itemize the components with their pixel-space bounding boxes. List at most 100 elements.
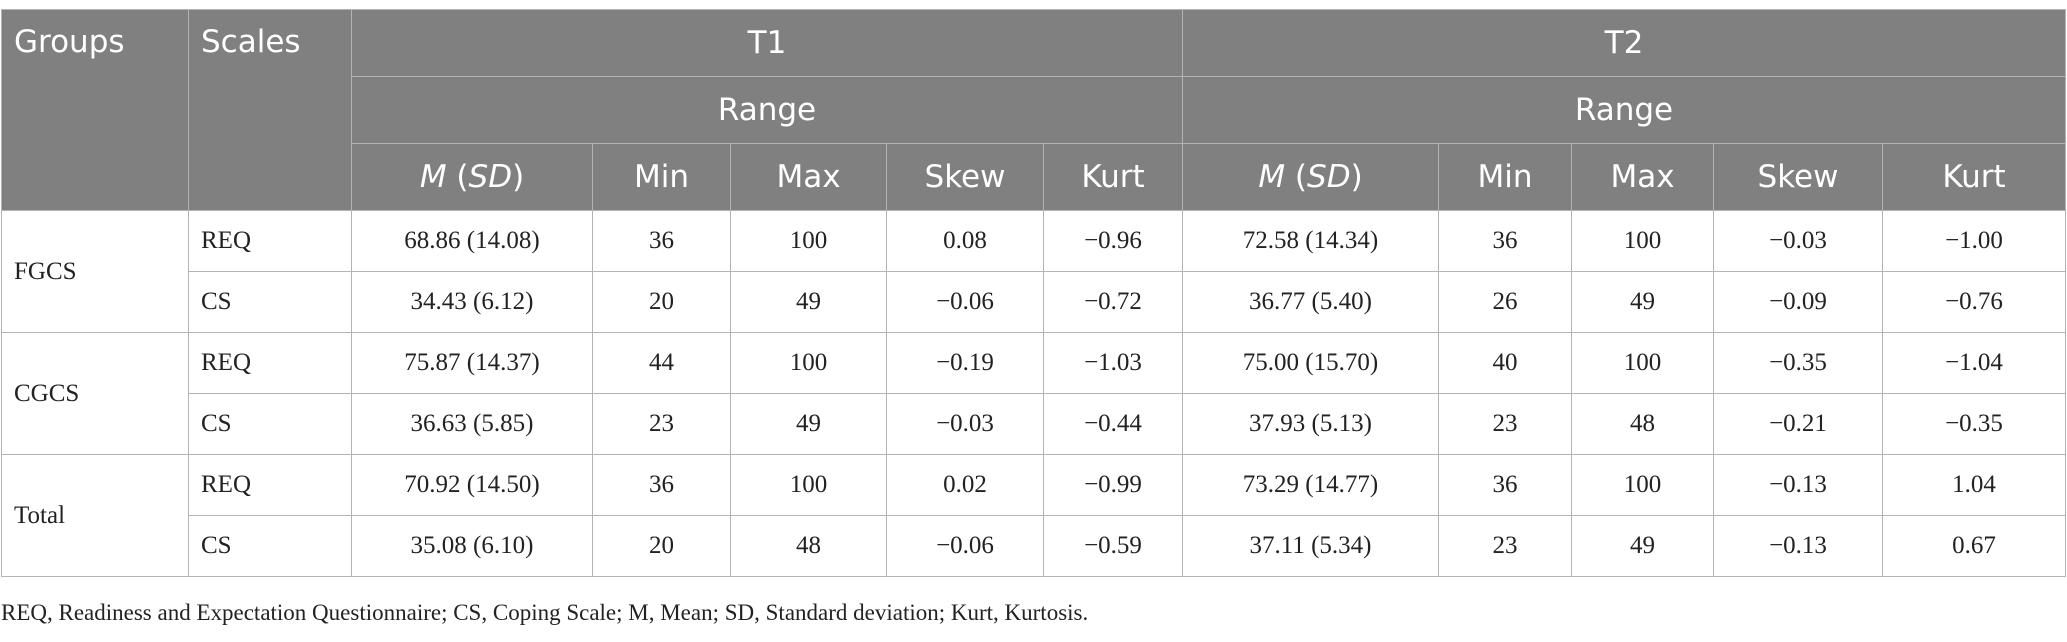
header-row: Groups Scales T1 T2 xyxy=(1,9,2066,211)
value-cell: 100 xyxy=(730,210,887,272)
value-cell: 35.08 (6.10) xyxy=(351,515,593,577)
value-cell: 36 xyxy=(592,210,731,272)
column-header: Kurt xyxy=(1882,143,2066,211)
value-cell: 1.04 xyxy=(1882,454,2066,516)
value-cell: 49 xyxy=(1571,271,1714,333)
body-row: CS 35.08 (6.10) 20 48 −0.06 −0.59 37.11 (5.34)… xyxy=(2,515,2066,577)
value-cell: −0.35 xyxy=(1713,332,1883,394)
value-cell: 100 xyxy=(730,454,887,516)
column-header: M (SD) xyxy=(351,143,593,211)
value-cell: 0.08 xyxy=(886,210,1044,272)
value-cell: 34.43 (6.12) xyxy=(351,271,593,333)
value-cell: 20 xyxy=(592,515,731,577)
period-header: T2 xyxy=(1182,9,2066,77)
scale-cell: CS xyxy=(188,271,352,333)
value-cell: −0.03 xyxy=(1713,210,1883,272)
column-header: Min xyxy=(1438,143,1572,211)
value-cell: 100 xyxy=(1571,210,1714,272)
value-cell: 100 xyxy=(1571,454,1714,516)
value-cell: −0.13 xyxy=(1713,515,1883,577)
column-header-part: M xyxy=(1258,159,1286,195)
value-cell: −0.44 xyxy=(1043,393,1183,455)
value-cell: 37.93 (5.13) xyxy=(1182,393,1439,455)
value-cell: 44 xyxy=(592,332,731,394)
value-cell: −0.06 xyxy=(886,271,1044,333)
column-header: Max xyxy=(1571,143,1714,211)
body-row: CS 34.43 (6.12) 20 49 −0.06 −0.72 36.77 (5.40)… xyxy=(2,271,2066,333)
scale-cell: CS xyxy=(188,393,352,455)
value-cell: 26 xyxy=(1438,271,1572,333)
value-cell: 49 xyxy=(1571,515,1714,577)
column-header-part: ( xyxy=(1285,159,1308,195)
value-cell: −0.59 xyxy=(1043,515,1183,577)
column-header-part: SD xyxy=(1307,159,1351,195)
value-cell: −0.96 xyxy=(1043,210,1183,272)
value-cell: −0.09 xyxy=(1713,271,1883,333)
range-header: Range xyxy=(351,76,1183,144)
table-wrap: Groups Scales T1 T2 Range Range M (SD) Min Max Sk… xyxy=(1,9,2066,577)
value-cell: 0.67 xyxy=(1882,515,2066,577)
value-cell: −0.21 xyxy=(1713,393,1883,455)
value-cell: 48 xyxy=(1571,393,1714,455)
body-row: CS 36.63 (5.85) 23 49 −0.03 −0.44 37.93 (5.13)… xyxy=(2,393,2066,455)
value-cell: −1.00 xyxy=(1882,210,2066,272)
table-head: Groups Scales T1 T2 Range Range M (SD) Min Max Sk… xyxy=(1,9,2066,211)
value-cell: −0.76 xyxy=(1882,271,2066,333)
value-cell: 48 xyxy=(730,515,887,577)
value-cell: 75.00 (15.70) xyxy=(1182,332,1439,394)
column-header: Skew xyxy=(886,143,1044,211)
group-cell: FGCS xyxy=(1,210,189,333)
value-cell: 100 xyxy=(730,332,887,394)
value-cell: 100 xyxy=(1571,332,1714,394)
scale-cell: REQ xyxy=(188,454,352,516)
value-cell: 40 xyxy=(1438,332,1572,394)
column-header-part: SD xyxy=(468,159,513,195)
body-row: CGCS REQ 75.87 (14.37) 44 100 −0.19 −1.03 75.00… xyxy=(1,332,2066,455)
period-header: T1 xyxy=(351,9,1183,77)
header-row: M (SD) Min Max Skew Kurt M (SD) Min Max Skew Kurt xyxy=(2,143,2066,211)
group-cell: Total xyxy=(1,454,189,577)
header-row: Range Range xyxy=(2,76,2066,144)
value-cell: 36 xyxy=(1438,454,1572,516)
value-cell: 49 xyxy=(730,393,887,455)
body-row: Total REQ 70.92 (14.50) 36 100 0.02 −0.99 73.29… xyxy=(1,454,2066,577)
value-cell: −1.04 xyxy=(1882,332,2066,394)
column-header: Kurt xyxy=(1043,143,1183,211)
value-cell: 37.11 (5.34) xyxy=(1182,515,1439,577)
column-header-part: M xyxy=(419,159,447,195)
value-cell: −1.03 xyxy=(1043,332,1183,394)
column-header-part: ) xyxy=(512,159,525,195)
group-cell: CGCS xyxy=(1,332,189,455)
scale-cell: CS xyxy=(188,515,352,577)
scale-cell: REQ xyxy=(188,332,352,394)
value-cell: 23 xyxy=(1438,515,1572,577)
column-header: Skew xyxy=(1713,143,1883,211)
value-cell: 49 xyxy=(730,271,887,333)
column-header-part: ) xyxy=(1350,159,1363,195)
column-header-part: ( xyxy=(446,159,469,195)
value-cell: 23 xyxy=(1438,393,1572,455)
value-cell: 73.29 (14.77) xyxy=(1182,454,1439,516)
value-cell: 36.77 (5.40) xyxy=(1182,271,1439,333)
value-cell: 70.92 (14.50) xyxy=(351,454,593,516)
value-cell: −0.35 xyxy=(1882,393,2066,455)
header-cell: Scales xyxy=(188,9,352,211)
value-cell: −0.03 xyxy=(886,393,1044,455)
value-cell: 0.02 xyxy=(886,454,1044,516)
value-cell: 20 xyxy=(592,271,731,333)
value-cell: 75.87 (14.37) xyxy=(351,332,593,394)
value-cell: 68.86 (14.08) xyxy=(351,210,593,272)
value-cell: 36 xyxy=(1438,210,1572,272)
column-header: Min xyxy=(592,143,731,211)
scale-cell: REQ xyxy=(188,210,352,272)
value-cell: −0.72 xyxy=(1043,271,1183,333)
value-cell: −0.06 xyxy=(886,515,1044,577)
footnote: REQ, Readiness and Expectation Questionn… xyxy=(1,600,1089,625)
value-cell: 72.58 (14.34) xyxy=(1182,210,1439,272)
header-cell: Groups xyxy=(1,9,189,211)
value-cell: 36 xyxy=(592,454,731,516)
value-cell: −0.13 xyxy=(1713,454,1883,516)
range-header: Range xyxy=(1182,76,2066,144)
body-row: FGCS REQ 68.86 (14.08) 36 100 0.08 −0.96 72.58 … xyxy=(1,210,2066,333)
